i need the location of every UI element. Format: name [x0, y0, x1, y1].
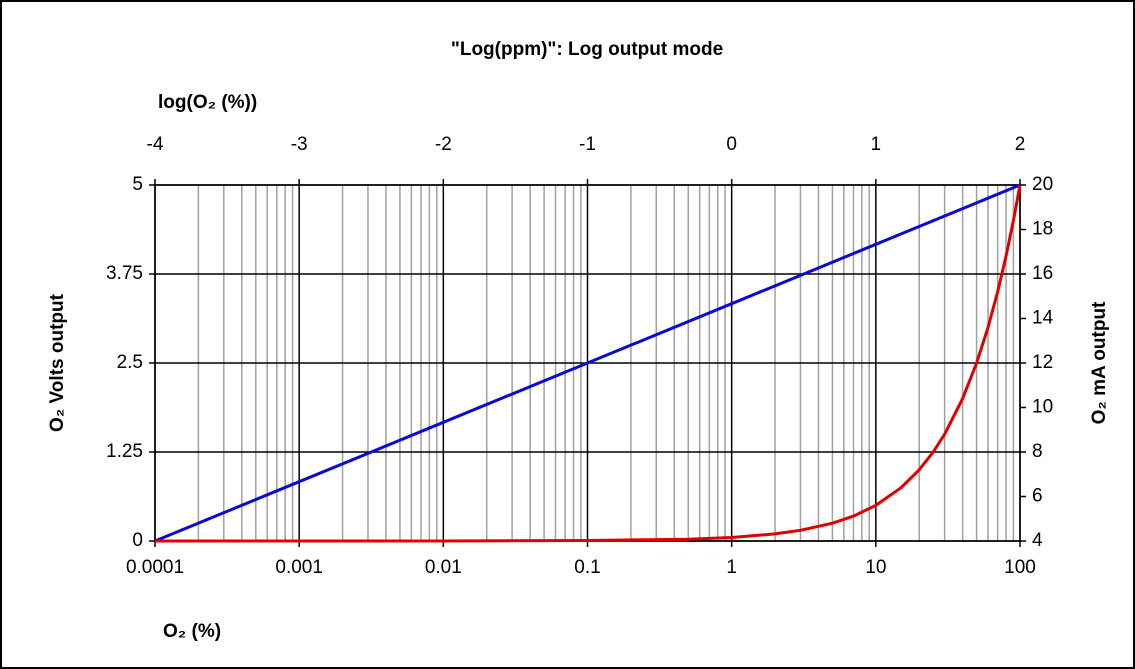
y-tick-label: 2.5 — [117, 352, 143, 373]
y-tick-label: 1.25 — [106, 441, 143, 462]
x-tick-label: 10 — [865, 557, 886, 578]
x-tick-label: 100 — [1004, 557, 1036, 578]
y2-tick-label: 14 — [1032, 308, 1054, 329]
y-axis-label: O₂ Volts output — [47, 293, 68, 432]
y2-tick-label: 4 — [1032, 530, 1043, 551]
x2-tick-label: -3 — [291, 134, 308, 155]
x2-tick-label: 0 — [726, 134, 737, 155]
x2-tick-label: -1 — [579, 134, 596, 155]
y2-axis-label: O₂ mA output — [1089, 301, 1110, 424]
x2-tick-label: 1 — [871, 134, 882, 155]
x-tick-label: 1 — [726, 557, 737, 578]
y2-tick-label: 18 — [1032, 219, 1053, 240]
y2-tick-label: 12 — [1032, 352, 1053, 373]
y2-tick-label: 20 — [1032, 174, 1053, 195]
y2-tick-label: 16 — [1032, 263, 1053, 284]
y2-tick-label: 8 — [1032, 441, 1043, 462]
series-line — [155, 184, 1022, 543]
x-tick-label: 0.0001 — [126, 557, 184, 578]
x-tick-label: 0.01 — [425, 557, 462, 578]
x2-tick-label: -2 — [435, 134, 452, 155]
x2-axis-label: log(O₂ (%)) — [158, 92, 257, 113]
y-tick-label: 5 — [132, 174, 143, 195]
y2-tick-label: 10 — [1032, 397, 1053, 418]
x2-tick-label: 2 — [1015, 134, 1026, 155]
x-tick-label: 0.1 — [574, 557, 600, 578]
series-line — [154, 183, 1021, 543]
y-tick-label: 0 — [132, 530, 143, 551]
chart-title: "Log(ppm)": Log output mode — [451, 39, 723, 60]
y-tick-label: 3.75 — [106, 263, 143, 284]
x2-tick-label: -4 — [147, 134, 164, 155]
y2-tick-label: 6 — [1032, 486, 1043, 507]
x-axis-label: O₂ (%) — [163, 621, 221, 642]
x-tick-label: 0.001 — [275, 557, 323, 578]
